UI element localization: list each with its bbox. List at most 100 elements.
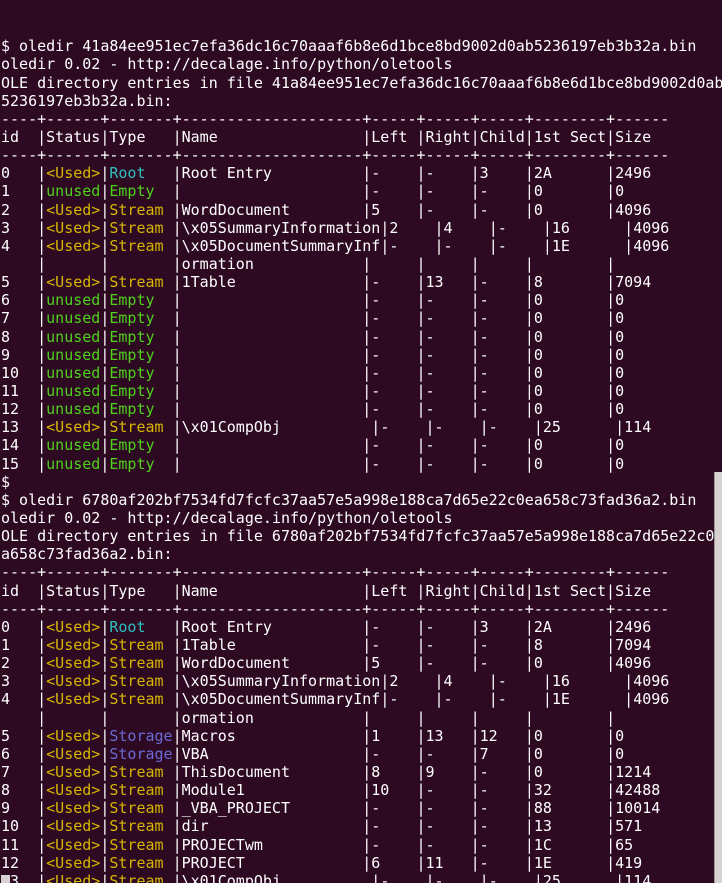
cell-divider: | xyxy=(172,853,182,872)
cell-left: - xyxy=(371,291,417,310)
cell-id: 11 xyxy=(1,835,38,854)
cell-child: - xyxy=(497,690,543,709)
cell-divider: | xyxy=(172,781,182,800)
cell-divider: | xyxy=(416,309,426,328)
cell-divider: | xyxy=(624,690,634,709)
cell-first-sect: 0 xyxy=(533,182,607,201)
cell-divider: | xyxy=(362,436,372,455)
cell-left: - xyxy=(371,381,417,400)
cell-divider: | xyxy=(470,726,480,745)
cell-right: - xyxy=(425,817,471,836)
cell-right xyxy=(425,255,470,273)
cell-type: Root xyxy=(109,617,173,636)
cell-divider: | xyxy=(100,236,110,255)
cell-child: - xyxy=(479,853,525,872)
cell-type: Stream xyxy=(109,871,173,883)
cell-divider: | xyxy=(624,672,634,691)
table-row: 1 |<Used>|Stream |1Table |- |- |- |8 |70… xyxy=(1,636,722,654)
prompt-line-0-text: $ xyxy=(1,472,11,491)
cell-id: 4 xyxy=(1,690,38,709)
cell-divider: | xyxy=(100,164,110,183)
cell-divider: | xyxy=(470,635,480,654)
cell-divider: | xyxy=(380,690,390,709)
cell-divider: | xyxy=(37,672,47,691)
cell-divider: | xyxy=(416,255,426,273)
cell-divider: | xyxy=(172,236,182,255)
cell-divider: | xyxy=(606,708,616,727)
cell-name: PROJECT xyxy=(181,853,363,872)
cell-divider: | xyxy=(362,817,372,836)
cell-divider: | xyxy=(172,871,182,883)
cell-child: 3 xyxy=(479,617,525,636)
cell-divider: | xyxy=(524,726,534,745)
command-line-1: $ oledir 6780af202bf7534fd7fcfc37aa57e5a… xyxy=(1,491,722,509)
cell-name xyxy=(182,364,363,382)
version-line-0-text: oledir 0.02 - http://decalage.info/pytho… xyxy=(1,55,453,74)
cell-size: 2496 xyxy=(615,617,652,636)
cell-id: 12 xyxy=(1,400,38,419)
cell-divider: | xyxy=(606,654,616,673)
cell-divider: | xyxy=(362,255,372,273)
cell-left: - xyxy=(371,309,417,328)
cell-divider: | xyxy=(100,218,110,237)
cell-divider: | xyxy=(524,635,534,654)
cell-divider: | xyxy=(606,726,616,745)
cell-first-sect: 13 xyxy=(533,817,607,836)
cell-divider: | xyxy=(172,400,182,419)
cell-divider: | xyxy=(362,345,372,364)
cell-divider: | xyxy=(479,418,489,437)
table-row: 8 |unused|Empty | |- |- |- |0 |0 xyxy=(1,328,722,346)
cell-name: Root Entry xyxy=(181,164,363,183)
cell-status: unused xyxy=(46,182,101,201)
cell-id: 11 xyxy=(1,381,38,400)
cell-type: Stream xyxy=(109,654,173,673)
cell-type xyxy=(109,255,172,273)
cell-divider: | xyxy=(434,236,444,255)
scrollbar-thumb[interactable] xyxy=(716,472,722,883)
cell-right: - xyxy=(425,327,471,346)
cell-divider: | xyxy=(524,454,534,473)
cell-divider: | xyxy=(606,635,616,654)
cell-divider: | xyxy=(470,363,480,382)
cell-right: 4 xyxy=(443,218,489,237)
table-row: 13 |<Used>|Stream |\x01CompObj |- |- |- … xyxy=(1,418,722,436)
cell-status: <Used> xyxy=(46,817,101,836)
cell-type: Stream xyxy=(109,200,173,219)
cell-id: 8 xyxy=(1,327,38,346)
cell-first-sect: 0 xyxy=(533,309,607,328)
cell-size: 10014 xyxy=(615,799,661,818)
cell-divider: | xyxy=(100,654,110,673)
cell-type: Empty xyxy=(109,309,173,328)
cell-type: Empty xyxy=(109,327,173,346)
version-line-0: oledir 0.02 - http://decalage.info/pytho… xyxy=(1,55,722,73)
cell-name: dir xyxy=(181,817,363,836)
cell-first-sect: 1E xyxy=(551,690,625,709)
cell-type: Empty xyxy=(109,291,173,310)
cell-divider: | xyxy=(172,200,182,219)
cell-divider: | xyxy=(416,273,426,292)
cell-divider: | xyxy=(37,799,47,818)
cell-divider: | xyxy=(416,654,426,673)
cell-divider: | xyxy=(434,672,444,691)
cell-left: 2 xyxy=(389,672,435,691)
cell-divider: | xyxy=(416,454,426,473)
cell-size: 65 xyxy=(615,835,634,854)
cell-child: - xyxy=(488,418,534,437)
cell-divider: | xyxy=(524,744,534,763)
cell-divider: | xyxy=(362,200,372,219)
cell-type: Empty xyxy=(109,400,173,419)
table-row: 6 |unused|Empty | |- |- |- |0 |0 xyxy=(1,291,722,309)
table-separator-top-0-text: ----+------+-------+--------------------… xyxy=(1,109,670,128)
cell-size: 0 xyxy=(615,381,625,400)
cell-id: 13 xyxy=(1,418,38,437)
cell-name: Module1 xyxy=(181,781,363,800)
cell-size: 0 xyxy=(615,291,625,310)
cell-divider: | xyxy=(37,817,47,836)
cell-status: unused xyxy=(46,327,101,346)
cell-right: - xyxy=(425,400,471,419)
scrollbar[interactable] xyxy=(714,472,722,883)
cell-divider: | xyxy=(37,726,47,745)
table-row: 5 |<Used>|Stream |1Table |- |13 |- |8 |7… xyxy=(1,273,722,291)
cell-left: - xyxy=(371,327,417,346)
